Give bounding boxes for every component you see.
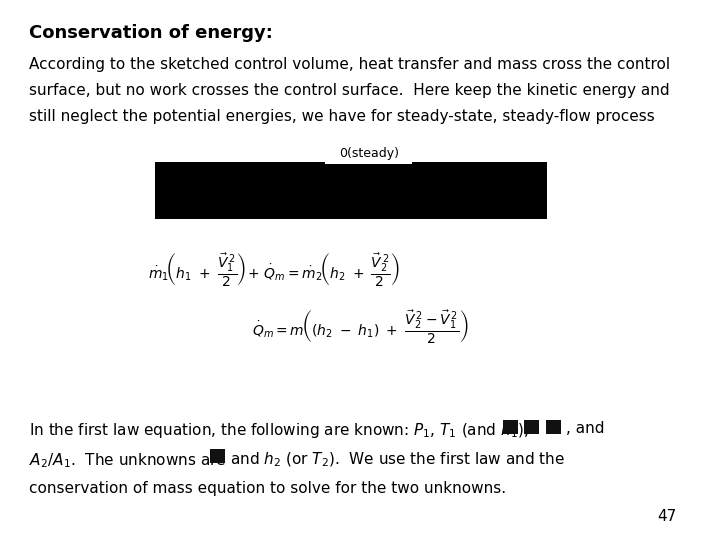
Text: $A_2/A_1$.  The unknowns are: $A_2/A_1$. The unknowns are [29, 451, 226, 470]
Text: 0(steady): 0(steady) [339, 147, 400, 160]
Text: surface, but no work crosses the control surface.  Here keep the kinetic energy : surface, but no work crosses the control… [29, 83, 670, 98]
Bar [155, 162, 547, 219]
Text: , and: , and [566, 421, 604, 436]
Text: Conservation of energy:: Conservation of energy: [29, 24, 273, 42]
Text: and $h_2$ (or $T_2$).  We use the first law and the: and $h_2$ (or $T_2$). We use the first l… [230, 451, 565, 469]
Bar [524, 420, 539, 434]
Text: conservation of mass equation to solve for the two unknowns.: conservation of mass equation to solve f… [29, 481, 506, 496]
Text: $\dot{Q}_m = m\!\left((h_2\ -\ h_1)\ +\ \dfrac{\vec{V}_2^{\,2}-\vec{V}_1^{\,2}}{: $\dot{Q}_m = m\!\left((h_2\ -\ h_1)\ +\ … [252, 308, 468, 345]
Text: 47: 47 [657, 509, 677, 524]
Text: According to the sketched control volume, heat transfer and mass cross the contr: According to the sketched control volume… [29, 57, 670, 72]
Text: In the first law equation, the following are known: $P_1$, $T_1$ (and $h_1$),: In the first law equation, the following… [29, 421, 528, 440]
Bar [503, 420, 518, 434]
Text: still neglect the potential energies, we have for steady-state, steady-flow proc: still neglect the potential energies, we… [29, 109, 654, 124]
Bar [325, 150, 412, 164]
Text: $\dot{m}_1\!\left(h_1\ +\ \dfrac{\vec{V}_1^{\,2}}{2}\right)\!+\,\dot{Q}_m = \dot: $\dot{m}_1\!\left(h_1\ +\ \dfrac{\vec{V}… [148, 252, 400, 288]
Bar [546, 420, 561, 434]
Bar [210, 449, 225, 463]
